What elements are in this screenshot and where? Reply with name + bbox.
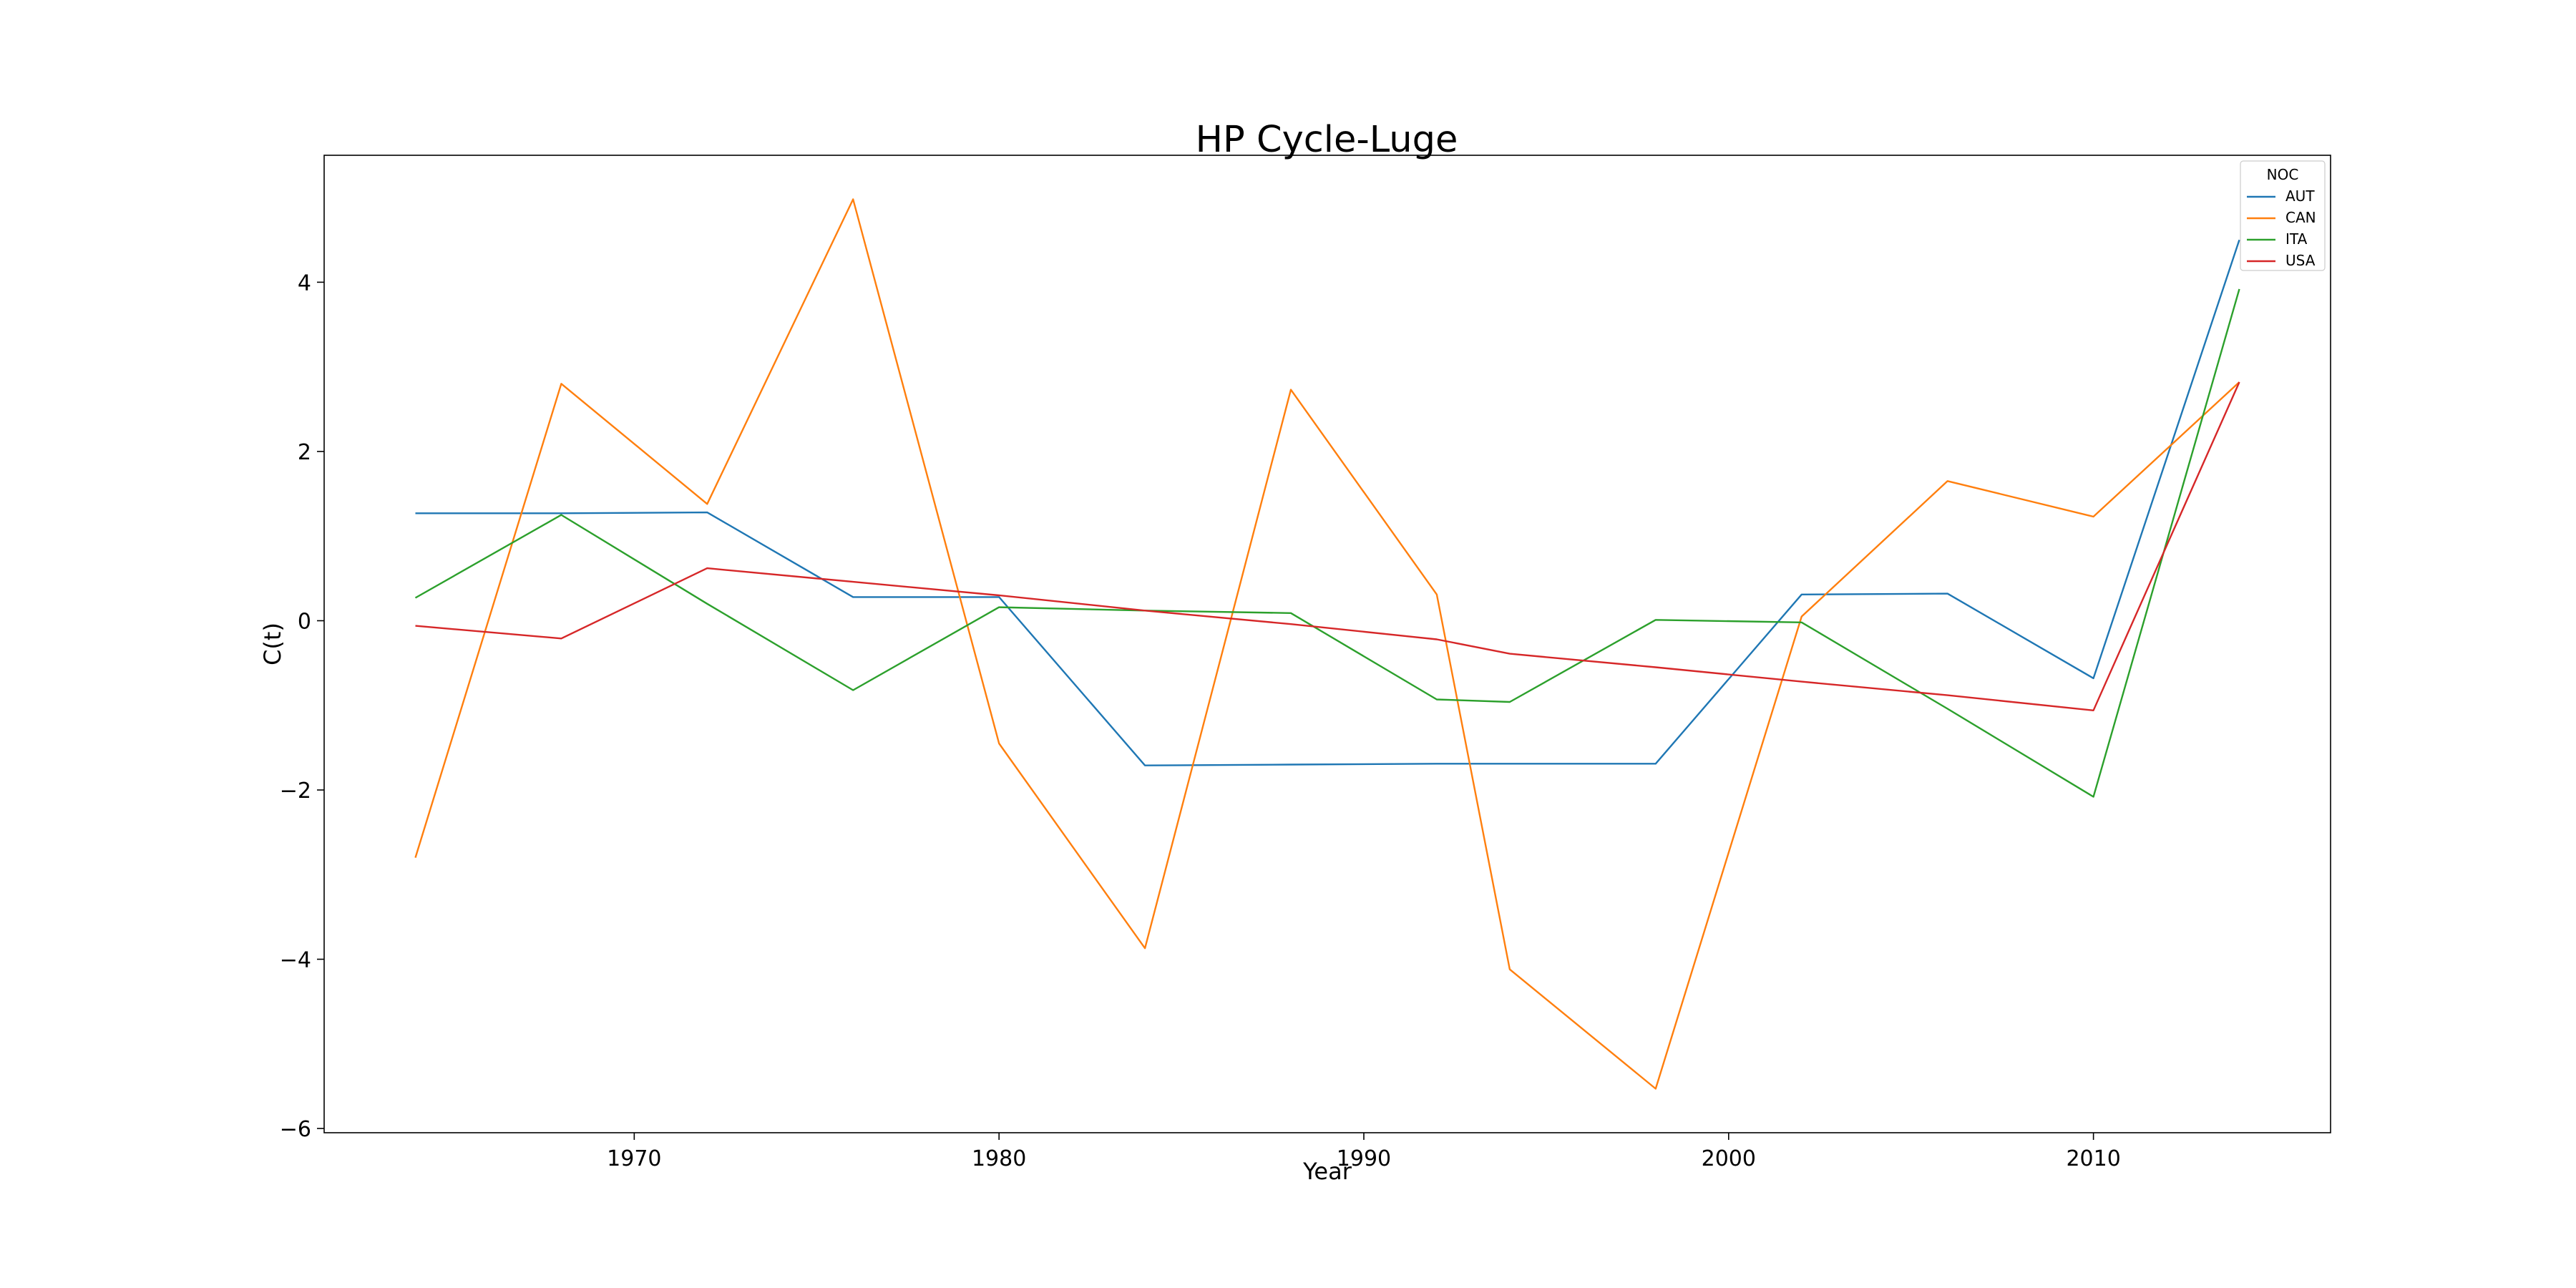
y-tick-label: 4 <box>298 270 311 296</box>
y-axis: −6 −4 −2 0 2 4 <box>280 270 324 1142</box>
series-line-usa <box>415 381 2240 711</box>
series-line-aut <box>415 239 2240 766</box>
y-axis-label: C(t) <box>259 623 286 665</box>
y-tick-label: 0 <box>298 609 311 634</box>
chart-title: HP Cycle-Luge <box>1196 119 1458 161</box>
x-tick-label: 1990 <box>1337 1146 1391 1171</box>
legend-label-aut: AUT <box>2285 187 2315 205</box>
legend-label-can: CAN <box>2285 209 2316 226</box>
x-tick-label: 2000 <box>1702 1146 1756 1171</box>
series-line-ita <box>414 288 2240 798</box>
x-axis: 1970 1980 1990 2000 2010 <box>607 1133 2121 1171</box>
legend[interactable]: NOC AUT CAN ITA USA <box>2240 160 2326 271</box>
y-tick-label: −4 <box>280 948 311 973</box>
legend-label-usa: USA <box>2285 252 2316 269</box>
legend-label-ita: ITA <box>2285 230 2308 248</box>
series-lines <box>414 198 2240 1090</box>
plot-frame <box>323 155 2331 1133</box>
x-tick-label: 2010 <box>2066 1146 2120 1171</box>
y-tick-label: −2 <box>280 779 311 804</box>
y-tick-label: 2 <box>298 440 311 465</box>
x-tick-label: 1980 <box>972 1146 1026 1171</box>
x-axis-label: Year <box>1302 1158 1352 1185</box>
x-tick-label: 1970 <box>607 1146 661 1171</box>
y-tick-label: −6 <box>280 1117 311 1142</box>
legend-box <box>2240 160 2326 271</box>
series-line-can <box>414 198 2240 1090</box>
legend-title: NOC <box>2267 166 2299 183</box>
